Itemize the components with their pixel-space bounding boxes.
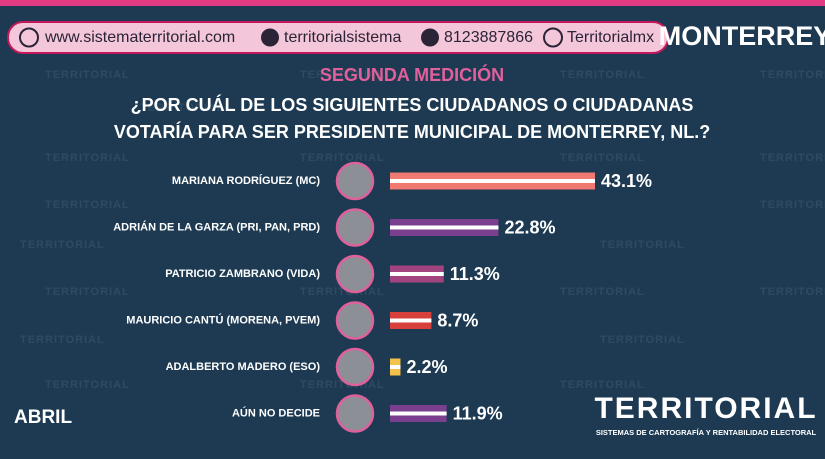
- brand: TERRITORIAL: [594, 392, 817, 425]
- avatar: [335, 161, 375, 201]
- watermark: TERRITORIAL: [560, 379, 645, 391]
- value-label: 11.9%: [453, 403, 503, 423]
- facebook-icon: [261, 28, 279, 47]
- bar-stripe: [390, 272, 444, 276]
- watermark: TERRITORIAL: [560, 152, 645, 164]
- candidate-label: ADALBERTO MADERO (ESO): [166, 361, 321, 373]
- bar-stripe: [390, 318, 432, 323]
- candidate-label: PATRICIO ZAMBRANO (VIDA): [165, 268, 320, 280]
- watermark: TERRITORIAL: [20, 334, 105, 346]
- candidate-label: ADRIÁN DE LA GARZA (PRI, PAN, PRD): [113, 220, 320, 233]
- value-label: 8.7%: [437, 310, 478, 330]
- watermarks: TERRITORIAL TERRITORIAL TERRITORIAL TERRITO…: [20, 69, 825, 391]
- month: ABRIL: [14, 407, 72, 428]
- watermark: TERRITORIAL: [45, 69, 130, 81]
- value-label: 22.8%: [504, 217, 555, 237]
- watermark: TERRITORIAL: [300, 152, 385, 164]
- watermark: TERRITORIAL: [300, 69, 385, 81]
- subtitle: SEGUNDA MEDICIÓN: [320, 64, 504, 85]
- top-stripe: [0, 0, 825, 6]
- value-label: 2.2%: [406, 357, 447, 377]
- x-handle: Territorialmx: [567, 29, 654, 46]
- watermark: TERRITORIAL: [45, 379, 130, 391]
- website: www.sistematerritorial.com: [44, 29, 235, 46]
- watermark: TERRITORIAL: [600, 334, 685, 346]
- avatar: [335, 254, 375, 294]
- watermark: TERRITORIAL: [45, 152, 130, 164]
- city: MONTERREY: [659, 21, 825, 51]
- avatar: [335, 394, 375, 433]
- value-label: 43.1%: [601, 171, 652, 191]
- watermark: TERRITORIAL: [45, 199, 130, 211]
- x-icon: [543, 27, 563, 48]
- candidate-label: AÚN NO DECIDE: [232, 406, 320, 419]
- watermark: TERRITORIAL: [560, 286, 645, 298]
- avatar: [335, 347, 375, 387]
- bar-stripe: [390, 365, 401, 369]
- candidate-label: MAURICIO CANTÚ (MORENA, PVEM): [126, 313, 320, 326]
- avatar: [335, 301, 375, 340]
- watermark: TERRITORIAL: [560, 69, 645, 81]
- watermark: TERRITORIAL: [600, 239, 685, 251]
- bar-stripe: [390, 225, 499, 230]
- value-label: 11.3%: [450, 264, 500, 284]
- bar-stripe: [390, 179, 595, 183]
- watermark: TERRITORIAL: [45, 286, 130, 298]
- candidate-label: MARIANA RODRÍGUEZ (MC): [172, 174, 320, 187]
- whatsapp-icon: [421, 28, 439, 47]
- watermark: TERRITORIAL: [20, 239, 105, 251]
- avatar: [335, 208, 375, 247]
- bar-stripe: [390, 411, 447, 416]
- title-line: ¿POR CUÁL DE LOS SIGUIENTES CIUDADANOS O…: [131, 94, 694, 115]
- watermark: TERRITORIAL: [760, 69, 825, 81]
- watermark: TERRITORIAL: [760, 286, 825, 298]
- watermark: TERRITORIAL: [760, 199, 825, 211]
- globe-icon: [19, 27, 39, 48]
- facebook: territorialsistema: [284, 29, 401, 46]
- watermark: TERRITORIAL: [760, 152, 825, 164]
- title-line: VOTARÍA PARA SER PRESIDENTE MUNICIPAL DE…: [114, 121, 710, 142]
- tagline: SISTEMAS DE CARTOGRAFÍA Y RENTABILIDAD E…: [596, 428, 817, 437]
- contact-bar: [7, 21, 669, 54]
- whatsapp: 8123887866: [444, 29, 533, 46]
- watermark: TERRITORIAL: [140, 102, 225, 114]
